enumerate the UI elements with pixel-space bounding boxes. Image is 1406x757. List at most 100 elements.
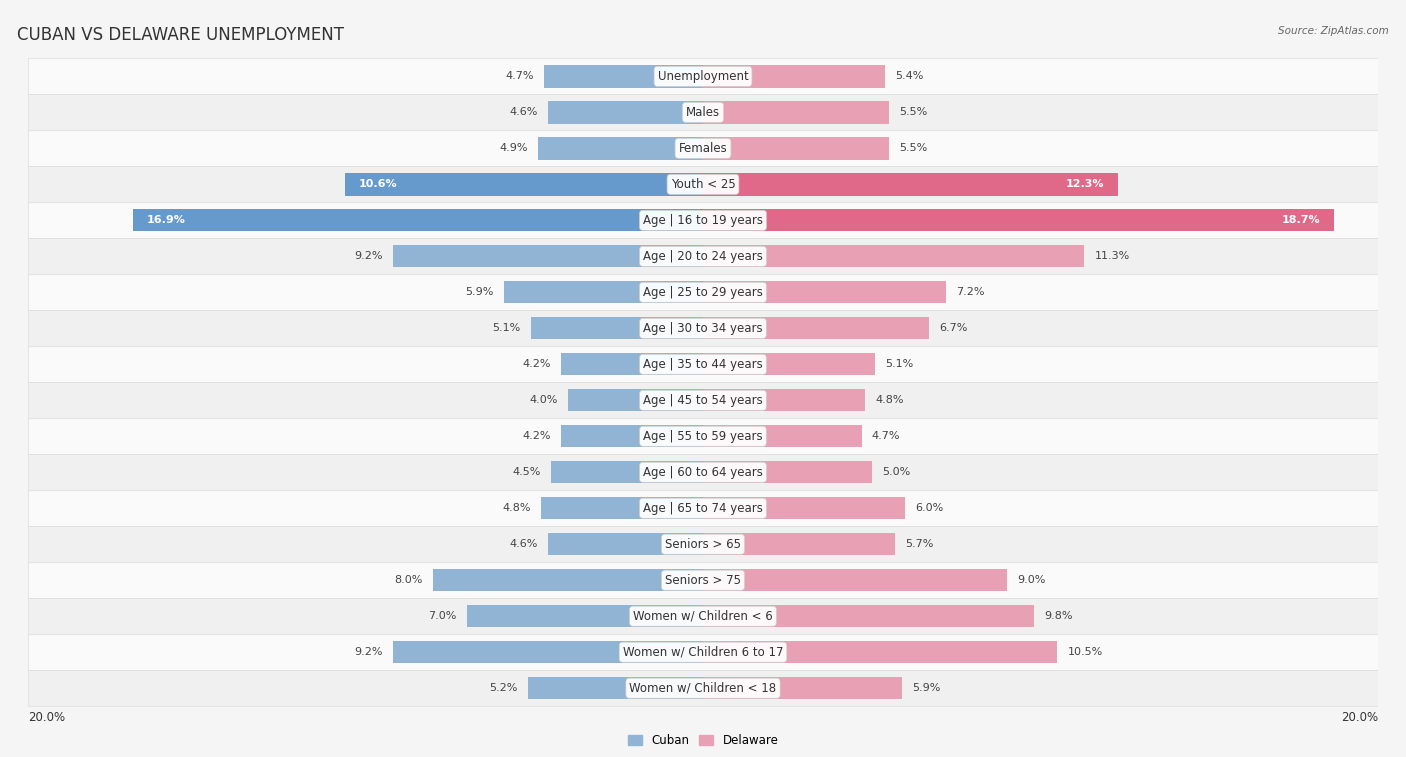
Bar (541, 497, 703, 519)
Text: Seniors > 65: Seniors > 65 (665, 537, 741, 551)
Bar (28, 454, 1378, 491)
Text: Age | 55 to 59 years: Age | 55 to 59 years (643, 430, 763, 443)
Text: 8.0%: 8.0% (395, 575, 423, 585)
Bar (703, 425, 862, 447)
Text: Women w/ Children 6 to 17: Women w/ Children 6 to 17 (623, 646, 783, 659)
Bar (28, 238, 1378, 274)
Bar (703, 209, 1334, 232)
Text: Age | 65 to 74 years: Age | 65 to 74 years (643, 502, 763, 515)
Bar (561, 425, 703, 447)
Bar (703, 461, 872, 484)
Bar (28, 419, 1378, 454)
Text: Males: Males (686, 106, 720, 119)
Text: 4.8%: 4.8% (875, 395, 904, 405)
Text: 9.2%: 9.2% (354, 251, 382, 261)
Bar (703, 65, 886, 88)
Text: 4.0%: 4.0% (530, 395, 558, 405)
Bar (544, 65, 703, 88)
Text: 9.2%: 9.2% (354, 647, 382, 657)
Text: 5.0%: 5.0% (882, 467, 910, 477)
Bar (433, 569, 703, 591)
Text: Youth < 25: Youth < 25 (671, 178, 735, 191)
Bar (703, 389, 865, 412)
Text: Age | 25 to 29 years: Age | 25 to 29 years (643, 286, 763, 299)
Bar (503, 281, 703, 304)
Bar (527, 677, 703, 699)
Bar (132, 209, 703, 232)
Text: 5.9%: 5.9% (912, 683, 941, 693)
Text: Age | 30 to 34 years: Age | 30 to 34 years (643, 322, 763, 335)
Text: 9.0%: 9.0% (1017, 575, 1045, 585)
Bar (28, 491, 1378, 526)
Bar (346, 173, 703, 195)
Text: 4.8%: 4.8% (502, 503, 531, 513)
Text: 10.5%: 10.5% (1067, 647, 1102, 657)
Text: 5.1%: 5.1% (492, 323, 520, 333)
Bar (28, 274, 1378, 310)
Text: Seniors > 75: Seniors > 75 (665, 574, 741, 587)
Text: 4.2%: 4.2% (523, 360, 551, 369)
Text: 7.2%: 7.2% (956, 288, 984, 298)
Text: Women w/ Children < 18: Women w/ Children < 18 (630, 682, 776, 695)
Bar (703, 497, 905, 519)
Bar (703, 281, 946, 304)
Text: 20.0%: 20.0% (28, 711, 65, 724)
Text: 20.0%: 20.0% (1341, 711, 1378, 724)
Text: 4.6%: 4.6% (509, 107, 537, 117)
Bar (548, 533, 703, 556)
Text: Source: ZipAtlas.com: Source: ZipAtlas.com (1278, 26, 1389, 36)
Text: 16.9%: 16.9% (146, 215, 186, 226)
Bar (28, 310, 1378, 346)
Bar (568, 389, 703, 412)
Text: 11.3%: 11.3% (1094, 251, 1129, 261)
Text: 5.4%: 5.4% (896, 71, 924, 82)
Text: 4.6%: 4.6% (509, 539, 537, 550)
Text: 5.2%: 5.2% (489, 683, 517, 693)
Text: 5.5%: 5.5% (898, 107, 927, 117)
Bar (28, 95, 1378, 130)
Text: 10.6%: 10.6% (359, 179, 398, 189)
Bar (28, 167, 1378, 202)
Bar (392, 245, 703, 267)
Text: 12.3%: 12.3% (1066, 179, 1105, 189)
Text: 4.2%: 4.2% (523, 431, 551, 441)
Bar (703, 245, 1084, 267)
Text: 9.8%: 9.8% (1043, 611, 1073, 621)
Text: 5.7%: 5.7% (905, 539, 934, 550)
Text: CUBAN VS DELAWARE UNEMPLOYMENT: CUBAN VS DELAWARE UNEMPLOYMENT (17, 26, 344, 45)
Bar (28, 58, 1378, 95)
Text: 6.7%: 6.7% (939, 323, 967, 333)
Bar (28, 598, 1378, 634)
Bar (531, 317, 703, 339)
Bar (28, 346, 1378, 382)
Text: Age | 45 to 54 years: Age | 45 to 54 years (643, 394, 763, 407)
Legend: Cuban, Delaware: Cuban, Delaware (623, 729, 783, 752)
Text: 18.7%: 18.7% (1282, 215, 1320, 226)
Text: Unemployment: Unemployment (658, 70, 748, 83)
Bar (703, 569, 1007, 591)
Text: 7.0%: 7.0% (429, 611, 457, 621)
Bar (467, 605, 703, 628)
Bar (703, 173, 1118, 195)
Text: Age | 35 to 44 years: Age | 35 to 44 years (643, 358, 763, 371)
Bar (28, 202, 1378, 238)
Text: 4.7%: 4.7% (506, 71, 534, 82)
Bar (703, 353, 875, 375)
Bar (703, 641, 1057, 663)
Text: 5.1%: 5.1% (886, 360, 914, 369)
Bar (551, 461, 703, 484)
Text: Age | 60 to 64 years: Age | 60 to 64 years (643, 466, 763, 478)
Bar (28, 562, 1378, 598)
Bar (392, 641, 703, 663)
Text: 5.5%: 5.5% (898, 143, 927, 154)
Bar (28, 670, 1378, 706)
Text: Females: Females (679, 142, 727, 155)
Bar (28, 526, 1378, 562)
Bar (28, 634, 1378, 670)
Bar (28, 382, 1378, 419)
Bar (548, 101, 703, 123)
Text: 4.5%: 4.5% (513, 467, 541, 477)
Bar (561, 353, 703, 375)
Bar (703, 101, 889, 123)
Text: 4.7%: 4.7% (872, 431, 900, 441)
